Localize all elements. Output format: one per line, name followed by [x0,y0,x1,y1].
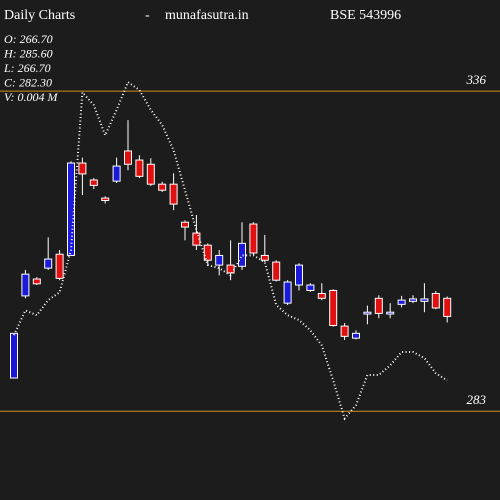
candle-body [101,197,110,201]
site: munafasutra.in [165,8,249,23]
chart-title: Daily Charts [4,8,75,23]
candle-body [146,163,155,185]
candle-body [67,162,75,256]
candle-body [112,165,121,182]
candle-body [226,264,235,274]
candle-body [169,183,178,205]
info-line: L: 266.70 [3,61,51,75]
candle-body [21,273,30,297]
candle-body [295,264,303,286]
candle-body [135,159,144,177]
candle-body [260,254,269,261]
candle-body [431,292,440,309]
candle-body [89,179,98,186]
candle-body [78,162,87,175]
candle-body [352,332,360,339]
candle-body [340,325,349,337]
candle-body [397,299,406,305]
candle-body [181,221,189,228]
candle-body [420,298,429,302]
candle-body [409,298,417,302]
candle-body [386,311,395,315]
candle-body [443,297,452,317]
info-line: H: 285.60 [3,46,53,60]
candle-body [238,242,246,267]
candle-body [283,281,292,304]
symbol: BSE 543996 [330,8,401,23]
y-tick-label: 283 [467,392,487,407]
candle-body [329,289,338,326]
candle-body [363,311,372,315]
candle-body [203,244,212,261]
y-tick-label: 336 [466,72,487,87]
candle-body [306,284,315,291]
overlay-line [13,80,448,421]
candle-body [55,253,64,279]
candle-body [215,254,224,266]
info-line: C: 282.30 [4,75,52,89]
info-line: O: 266.70 [4,32,53,46]
candle-body [374,297,383,314]
candle-body [158,183,167,191]
candle-body [44,258,53,269]
candle-body [249,223,258,254]
info-line: V: 0.004 M [4,90,59,104]
candle-body [272,261,281,281]
candle-body [124,150,132,165]
candle-body [317,292,326,299]
candle-body [32,278,41,285]
separator: - [145,8,150,23]
candle-body [10,332,18,379]
